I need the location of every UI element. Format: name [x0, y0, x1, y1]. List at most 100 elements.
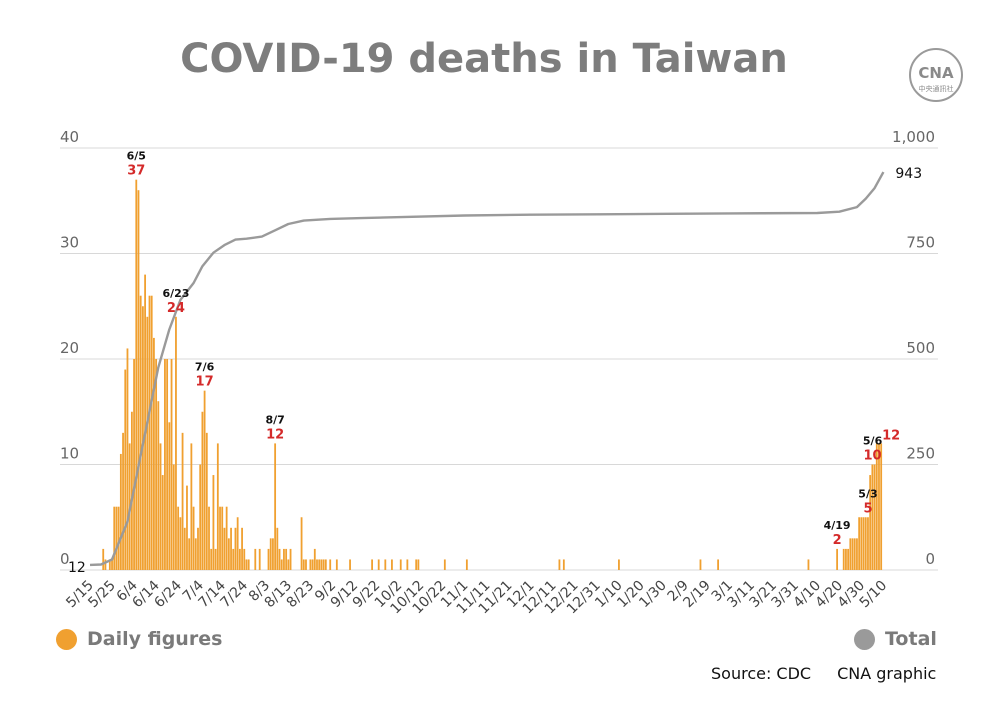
daily-bar: [699, 559, 702, 570]
daily-bar: [232, 548, 235, 570]
daily-bar: [221, 506, 224, 570]
daily-bar: [197, 527, 199, 570]
source-text: Source: CDC: [711, 664, 812, 683]
daily-bar: [164, 359, 166, 570]
daily-bar: [234, 527, 237, 570]
y-left-tick-label: 30: [60, 234, 79, 252]
daily-bar: [311, 559, 314, 570]
daily-bar: [190, 443, 193, 570]
daily-bar: [139, 295, 142, 570]
y-right-tick-label: 250: [906, 445, 935, 463]
daily-bar: [188, 538, 191, 570]
daily-bar: [417, 559, 420, 570]
daily-bar: [862, 517, 865, 570]
daily-bar: [399, 559, 402, 570]
daily-bar: [133, 359, 135, 570]
daily-bar: [241, 527, 243, 570]
daily-bar: [214, 548, 217, 570]
daily-bar: [873, 464, 876, 570]
daily-bar: [115, 506, 118, 570]
daily-bar: [166, 359, 169, 570]
svg-text:中央通訊社: 中央通訊社: [919, 84, 954, 93]
legend-daily: Daily figures: [56, 628, 222, 650]
daily-bar: [558, 559, 561, 570]
legend-daily-label: Daily figures: [87, 628, 223, 650]
daily-bar: [842, 548, 845, 570]
daily-bars: [102, 179, 883, 570]
daily-bar: [267, 548, 270, 570]
daily-bar: [111, 559, 113, 570]
daily-bar: [300, 517, 303, 570]
daily-bar: [322, 559, 325, 570]
daily-bar: [225, 506, 228, 570]
daily-bar: [199, 464, 202, 570]
daily-bar: [148, 295, 151, 570]
daily-bar: [113, 506, 116, 570]
y-left-tick-label: 40: [60, 128, 79, 146]
annotation-date: 7/6: [195, 361, 215, 374]
daily-bar: [258, 548, 261, 570]
daily-bar: [194, 538, 197, 570]
daily-bar: [102, 548, 105, 570]
daily-bar: [283, 548, 285, 570]
daily-bar: [860, 517, 863, 570]
daily-bar: [856, 538, 858, 570]
daily-bar: [869, 475, 872, 570]
daily-bar: [807, 559, 810, 570]
daily-bar: [208, 506, 210, 570]
daily-bar: [562, 559, 565, 570]
daily-bar: [137, 190, 140, 570]
annotation-date: 6/23: [162, 287, 189, 300]
daily-bar: [159, 443, 162, 570]
daily-bar: [201, 411, 204, 570]
daily-bar: [223, 527, 226, 570]
daily-bar: [172, 464, 175, 570]
chart-title: COVID-19 deaths in Taiwan: [180, 36, 788, 82]
x-axis: 5/155/256/46/146/247/47/147/248/38/138/2…: [63, 577, 890, 617]
annotation-value: 12: [882, 428, 900, 443]
daily-bar: [289, 548, 292, 570]
daily-bar: [377, 559, 380, 570]
annotation-date: 5/3: [858, 487, 877, 500]
footer: Source: CDC CNA graphic: [711, 664, 936, 683]
daily-bar: [124, 369, 127, 570]
daily-bar: [119, 453, 122, 570]
daily-bar: [318, 559, 321, 570]
daily-bar: [183, 527, 186, 570]
daily-bar: [144, 274, 146, 570]
daily-bar: [302, 559, 305, 570]
daily-bar: [153, 337, 155, 570]
total-line: [89, 171, 885, 567]
daily-bar: [175, 316, 177, 570]
daily-bar: [245, 559, 248, 570]
daily-bar: [104, 559, 107, 570]
y-left-tick-label: 10: [60, 445, 79, 463]
daily-bar: [320, 559, 323, 570]
annotation-date: 5/6: [863, 435, 883, 448]
daily-bar: [371, 559, 373, 570]
daily-bar: [135, 179, 138, 570]
daily-bar: [878, 443, 880, 570]
daily-bar: [227, 538, 230, 570]
daily-bar: [274, 443, 277, 570]
daily-bar: [210, 548, 213, 570]
grid-lines: [60, 147, 938, 571]
daily-bar: [875, 443, 878, 570]
daily-bar: [181, 432, 184, 570]
daily-bar: [168, 422, 171, 570]
y-right-tick-label: 0: [925, 550, 935, 568]
daily-bar: [146, 316, 149, 570]
daily-bar: [254, 548, 257, 570]
svg-text:CNA: CNA: [918, 64, 954, 82]
annotation-value: 24: [167, 301, 185, 316]
daily-bar: [316, 559, 318, 570]
daily-bar: [871, 464, 874, 570]
y-right-tick-label: 500: [906, 339, 935, 357]
daily-bar: [122, 432, 124, 570]
daily-bar: [836, 548, 839, 570]
daily-bar: [150, 295, 153, 570]
daily-bar: [205, 432, 208, 570]
daily-bar: [309, 559, 312, 570]
